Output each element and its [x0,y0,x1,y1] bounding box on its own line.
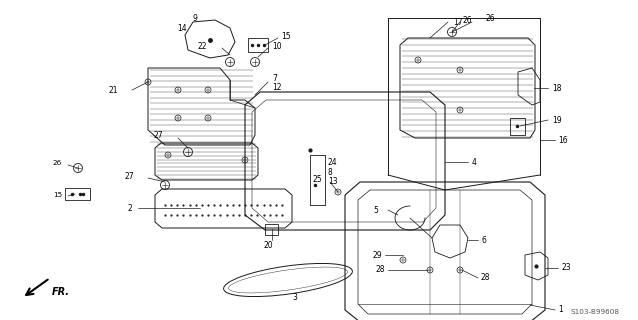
Text: 7: 7 [272,74,277,83]
Text: 19: 19 [552,116,561,124]
Text: 16: 16 [558,135,568,145]
Text: 24: 24 [328,157,338,166]
Text: 4: 4 [472,157,477,166]
Text: 28: 28 [376,266,385,275]
Text: 6: 6 [482,236,487,244]
Text: 21: 21 [108,85,118,94]
Text: 18: 18 [552,84,561,92]
Text: 22: 22 [198,42,207,51]
Text: 27: 27 [153,131,163,140]
Text: 2: 2 [127,204,132,212]
Text: 12: 12 [272,83,281,92]
Text: 28: 28 [481,274,491,283]
Text: 17: 17 [453,18,463,27]
Text: 15: 15 [281,31,291,41]
Text: 1: 1 [558,306,563,315]
Text: 26: 26 [463,15,473,25]
Text: 20: 20 [263,241,273,250]
Text: 26: 26 [485,13,495,22]
Text: 3: 3 [293,293,297,302]
Text: 10: 10 [272,42,281,51]
Text: 25: 25 [313,174,322,183]
Text: 29: 29 [373,251,382,260]
Text: 15: 15 [53,192,62,198]
Text: 9: 9 [193,13,197,22]
Text: 23: 23 [562,263,572,273]
Text: 26: 26 [53,160,62,166]
Text: S103-B99608: S103-B99608 [571,309,620,315]
Text: 13: 13 [328,177,338,186]
Text: 27: 27 [124,172,134,180]
Text: 14: 14 [177,23,187,33]
Text: FR.: FR. [52,287,70,297]
Text: 5: 5 [373,205,378,214]
Text: 8: 8 [328,167,333,177]
